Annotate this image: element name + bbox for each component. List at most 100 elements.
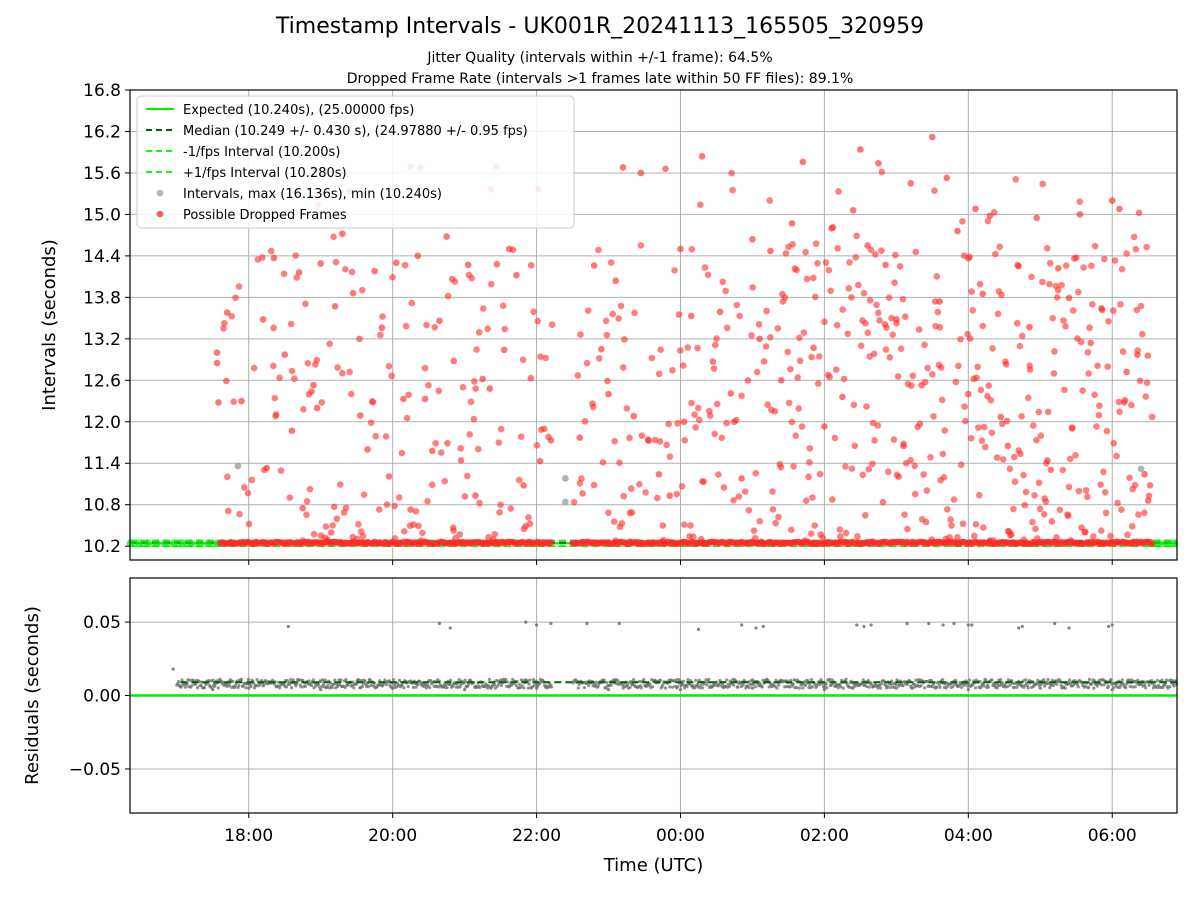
dropped-frame-point xyxy=(675,311,683,318)
residual-point xyxy=(1076,685,1080,689)
dropped-frame-point xyxy=(1111,257,1119,264)
dropped-frame-point xyxy=(382,433,390,440)
residual-point xyxy=(638,679,642,683)
dropped-frame-point xyxy=(700,478,707,486)
dropped-frame-point xyxy=(711,341,719,349)
intervals-y-tick-label: 13.2 xyxy=(83,330,121,350)
dropped-frame-point xyxy=(874,309,882,317)
residual-point xyxy=(1008,683,1012,687)
dropped-frame-point xyxy=(293,274,300,281)
dropped-frame-point xyxy=(339,369,346,377)
residual-point xyxy=(1087,677,1092,681)
dropped-frame-point xyxy=(713,400,721,408)
residual-point xyxy=(330,685,334,690)
baseline-interval-point xyxy=(161,539,170,548)
dropped-frame-point xyxy=(1062,262,1070,269)
residual-point xyxy=(606,688,611,692)
dropped-frame-point xyxy=(815,353,823,360)
dropped-frame-point xyxy=(704,271,712,279)
dropped-frame-point xyxy=(461,493,469,500)
dropped-frame-point xyxy=(356,335,363,343)
intervals-y-axis-label: Intervals (seconds) xyxy=(39,239,60,411)
dropped-frame-point xyxy=(912,248,920,256)
dropped-frame-point xyxy=(391,535,399,542)
dropped-frame-point xyxy=(787,365,794,373)
dropped-frame-point xyxy=(472,492,479,500)
dropped-frame-point xyxy=(1046,280,1053,288)
residual-point xyxy=(326,683,330,687)
residual-point xyxy=(1131,685,1135,689)
residual-point xyxy=(616,679,620,683)
dropped-frame-point xyxy=(975,424,982,431)
dropped-frame-point xyxy=(610,518,618,525)
residual-point xyxy=(1012,685,1016,689)
residual-point xyxy=(678,688,683,692)
residual-point xyxy=(809,677,814,682)
dropped-frame-point xyxy=(727,390,735,397)
dropped-frame-point xyxy=(534,317,542,325)
dropped-frame-point xyxy=(971,532,978,540)
residual-point xyxy=(1099,683,1104,687)
dropped-frame-point xyxy=(989,345,996,352)
residual-point xyxy=(707,677,711,681)
dropped-frame-point xyxy=(764,401,771,409)
dropped-frame-point xyxy=(238,397,245,405)
dropped-frame-point xyxy=(966,253,973,261)
dropped-frame-point xyxy=(733,301,741,309)
residual-point xyxy=(504,677,508,682)
dropped-frame-point xyxy=(822,259,830,266)
dropped-frame-point xyxy=(636,480,643,488)
dropped-frame-point xyxy=(814,260,821,267)
residual-point xyxy=(973,686,978,690)
dropped-frame-point xyxy=(748,332,755,339)
residual-point xyxy=(290,686,294,690)
dropped-frame-point xyxy=(244,489,252,497)
dropped-frame-point xyxy=(973,374,980,381)
residual-point xyxy=(625,683,630,687)
dropped-frame-point xyxy=(533,442,541,449)
dropped-frame-point xyxy=(651,436,659,444)
residual-point xyxy=(297,678,301,682)
dropped-frame-point xyxy=(1116,205,1123,213)
dropped-frame-point xyxy=(1075,487,1083,495)
dropped-frame-point xyxy=(655,370,663,378)
dropped-frame-point xyxy=(660,536,667,544)
dropped-frame-point xyxy=(1018,332,1026,340)
dropped-frame-point xyxy=(842,463,849,470)
residual-point xyxy=(1110,623,1114,627)
dropped-frame-point xyxy=(1026,366,1034,374)
dropped-frame-point xyxy=(940,474,948,481)
dropped-frame-point xyxy=(829,496,836,503)
residual-point xyxy=(451,684,455,689)
residual-point xyxy=(514,683,518,687)
residual-point xyxy=(836,686,840,690)
dropped-frame-point xyxy=(715,471,722,478)
residual-point xyxy=(1168,684,1172,689)
dropped-frame-point xyxy=(911,462,918,470)
residual-point xyxy=(685,684,689,688)
dropped-frame-point xyxy=(322,523,330,530)
residual-point xyxy=(894,682,898,687)
dropped-frame-point xyxy=(604,377,611,385)
residual-point xyxy=(701,686,705,690)
interval-point xyxy=(234,462,242,470)
dropped-frame-point xyxy=(844,330,852,338)
residual-point xyxy=(668,685,672,689)
residual-point xyxy=(732,683,736,687)
dropped-frame-point xyxy=(1115,398,1123,406)
residual-point xyxy=(1042,678,1046,682)
dropped-frame-point xyxy=(1084,493,1091,501)
dropped-frame-point xyxy=(457,457,465,464)
dropped-frame-point xyxy=(691,411,698,419)
dropped-frame-point xyxy=(235,283,243,290)
dropped-frame-point xyxy=(487,280,495,288)
dropped-frame-point xyxy=(348,268,356,276)
residual-point xyxy=(1156,678,1160,683)
residual-point xyxy=(180,678,184,682)
dropped-frame-point xyxy=(923,487,931,494)
dropped-frame-point xyxy=(674,419,681,427)
dropped-frame-point xyxy=(619,164,627,171)
dropped-frame-point xyxy=(222,377,230,385)
residual-point xyxy=(936,680,940,684)
dropped-frame-point xyxy=(801,537,808,544)
